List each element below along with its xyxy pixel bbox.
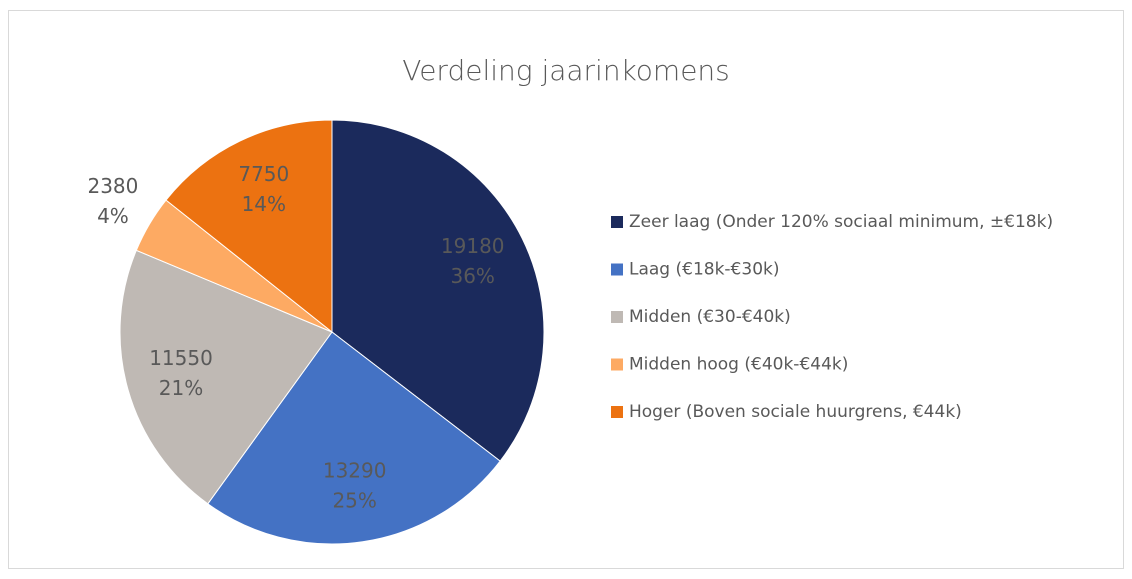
legend-swatch xyxy=(611,358,623,371)
data-label-percent: 4% xyxy=(97,204,129,228)
data-label-value: 19180 xyxy=(441,234,505,258)
pie-slice xyxy=(165,119,333,334)
pie-slice xyxy=(207,331,501,545)
data-label-percent: 36% xyxy=(450,264,494,288)
legend-swatch xyxy=(611,311,623,323)
legend-label: Laag (€18k-€30k) xyxy=(629,260,780,280)
data-label-percent: 21% xyxy=(159,376,203,400)
pie-slice xyxy=(331,119,545,462)
legend-swatch xyxy=(611,406,623,418)
legend-label: Zeer laag (Onder 120% sociaal minimum, ±… xyxy=(629,212,1053,232)
legend-swatch xyxy=(611,263,623,276)
legend-label: Midden hoog (€40k-€44k) xyxy=(629,355,848,375)
data-label-value: 7750 xyxy=(238,162,289,186)
data-label-percent: 25% xyxy=(332,489,376,513)
chart-title: Verdeling jaarinkomens xyxy=(402,54,730,87)
data-label-value: 13290 xyxy=(323,459,387,483)
legend-label: Hoger (Boven sociale huurgrens, €44k) xyxy=(629,402,962,422)
legend-swatch xyxy=(611,216,623,228)
data-label-percent: 14% xyxy=(242,192,286,216)
pie-slice xyxy=(119,249,333,505)
data-label-value: 2380 xyxy=(87,174,138,198)
data-label-value: 11550 xyxy=(149,346,213,370)
legend-label: Midden (€30-€40k) xyxy=(629,307,791,327)
